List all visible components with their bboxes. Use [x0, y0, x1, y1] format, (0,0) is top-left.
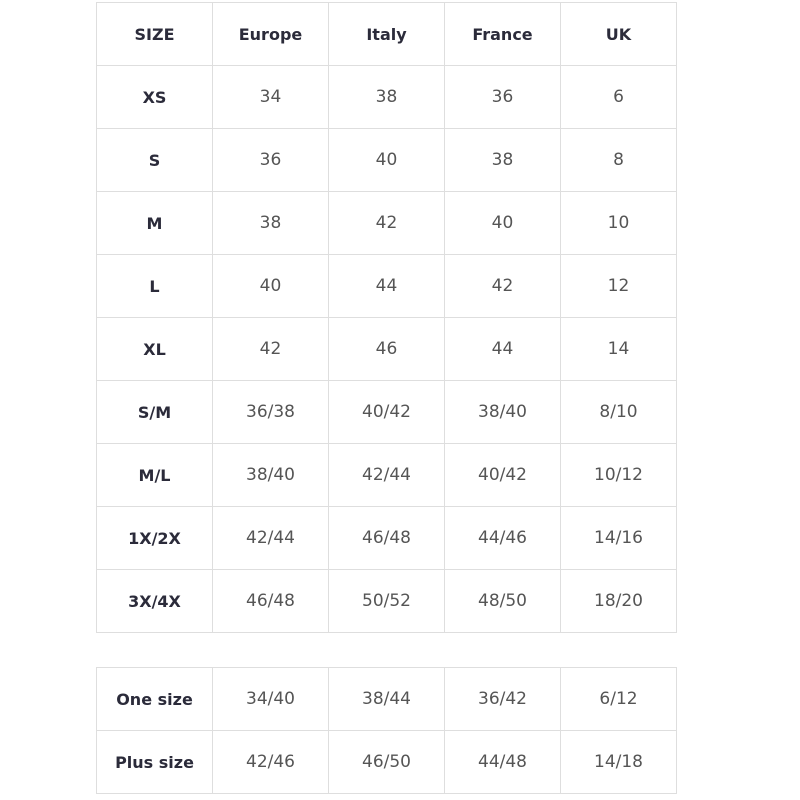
special-sizes-table: One size 34/40 38/44 36/42 6/12 Plus size 42/4…	[96, 667, 677, 794]
table-row: XS 34 38 36 6	[96, 65, 677, 129]
table-row: 1X/2X 42/44 46/48 44/46 14/16	[96, 506, 677, 570]
size-value-cell: 46/50	[328, 730, 445, 794]
size-value-cell: 44/46	[444, 506, 561, 570]
size-label-cell: 3X/4X	[96, 569, 213, 633]
size-label-cell: XS	[96, 65, 213, 129]
size-value-cell: 12	[560, 254, 677, 318]
column-header: Italy	[328, 2, 445, 66]
size-value-cell: 6/12	[560, 667, 677, 731]
column-header: France	[444, 2, 561, 66]
size-value-cell: 18/20	[560, 569, 677, 633]
size-label-cell: M	[96, 191, 213, 255]
size-label-cell: XL	[96, 317, 213, 381]
size-value-cell: 14	[560, 317, 677, 381]
table-row: M/L 38/40 42/44 40/42 10/12	[96, 443, 677, 507]
size-value-cell: 38/40	[212, 443, 329, 507]
size-value-cell: 46/48	[212, 569, 329, 633]
size-value-cell: 42	[328, 191, 445, 255]
size-conversion-table: SIZE Europe Italy France UK XS 34 38 36 6 S 36 40 38 8…	[96, 2, 677, 633]
size-label-cell: One size	[96, 667, 213, 731]
size-value-cell: 34	[212, 65, 329, 129]
size-value-cell: 42/44	[328, 443, 445, 507]
column-header: UK	[560, 2, 677, 66]
size-value-cell: 36	[212, 128, 329, 192]
size-value-cell: 10	[560, 191, 677, 255]
size-label-cell: M/L	[96, 443, 213, 507]
size-value-cell: 38/40	[444, 380, 561, 444]
size-value-cell: 34/40	[212, 667, 329, 731]
size-value-cell: 14/18	[560, 730, 677, 794]
size-value-cell: 40/42	[328, 380, 445, 444]
table-row: 3X/4X 46/48 50/52 48/50 18/20	[96, 569, 677, 633]
size-label-cell: Plus size	[96, 730, 213, 794]
size-value-cell: 42	[212, 317, 329, 381]
size-value-cell: 36/42	[444, 667, 561, 731]
size-value-cell: 10/12	[560, 443, 677, 507]
size-value-cell: 44/48	[444, 730, 561, 794]
column-header: SIZE	[96, 2, 213, 66]
size-value-cell: 44	[444, 317, 561, 381]
size-value-cell: 40	[328, 128, 445, 192]
size-value-cell: 48/50	[444, 569, 561, 633]
column-header: Europe	[212, 2, 329, 66]
size-value-cell: 8/10	[560, 380, 677, 444]
size-value-cell: 40	[444, 191, 561, 255]
size-label-cell: S	[96, 128, 213, 192]
table-row: M 38 42 40 10	[96, 191, 677, 255]
size-value-cell: 8	[560, 128, 677, 192]
size-label-cell: 1X/2X	[96, 506, 213, 570]
size-value-cell: 38	[212, 191, 329, 255]
size-label-cell: L	[96, 254, 213, 318]
size-value-cell: 38/44	[328, 667, 445, 731]
table-row: Plus size 42/46 46/50 44/48 14/18	[96, 730, 677, 794]
size-value-cell: 46	[328, 317, 445, 381]
size-value-cell: 38	[444, 128, 561, 192]
size-value-cell: 46/48	[328, 506, 445, 570]
size-value-cell: 36/38	[212, 380, 329, 444]
size-value-cell: 14/16	[560, 506, 677, 570]
table-row: L 40 44 42 12	[96, 254, 677, 318]
size-value-cell: 50/52	[328, 569, 445, 633]
table-row: S 36 40 38 8	[96, 128, 677, 192]
size-value-cell: 42/46	[212, 730, 329, 794]
header-row: SIZE Europe Italy France UK	[96, 2, 677, 66]
size-value-cell: 42/44	[212, 506, 329, 570]
size-value-cell: 6	[560, 65, 677, 129]
size-value-cell: 38	[328, 65, 445, 129]
size-value-cell: 36	[444, 65, 561, 129]
table-row: XL 42 46 44 14	[96, 317, 677, 381]
table-row: One size 34/40 38/44 36/42 6/12	[96, 667, 677, 731]
size-value-cell: 40/42	[444, 443, 561, 507]
size-value-cell: 40	[212, 254, 329, 318]
size-value-cell: 42	[444, 254, 561, 318]
size-label-cell: S/M	[96, 380, 213, 444]
table-row: S/M 36/38 40/42 38/40 8/10	[96, 380, 677, 444]
size-value-cell: 44	[328, 254, 445, 318]
